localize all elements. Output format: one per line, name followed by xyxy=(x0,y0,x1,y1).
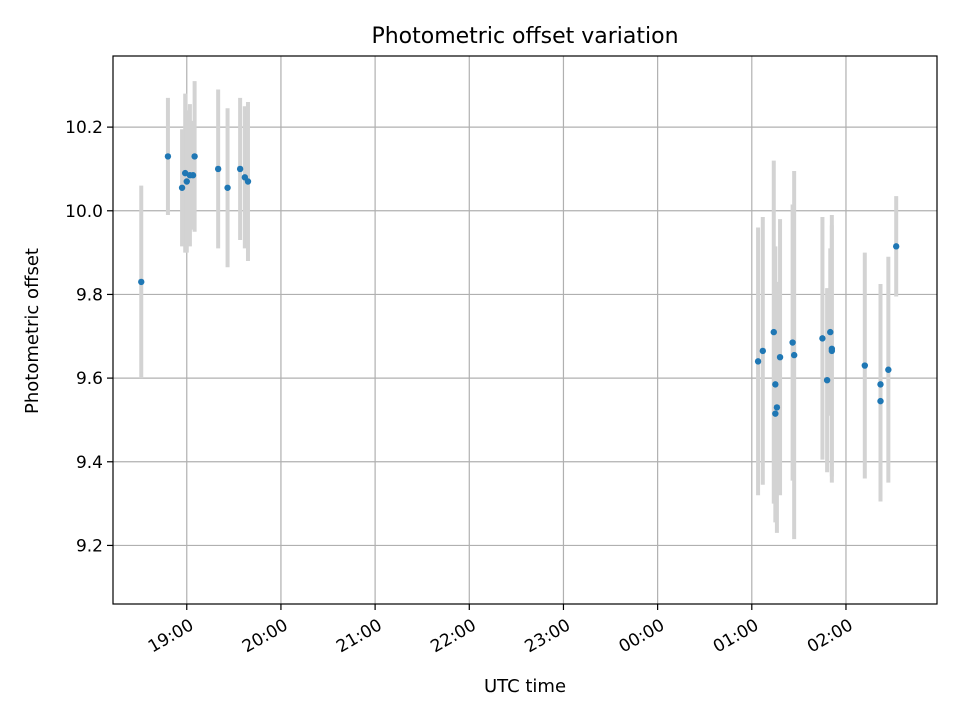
data-point xyxy=(789,339,796,346)
chart-title: Photometric offset variation xyxy=(371,24,678,49)
plot-frame xyxy=(112,55,938,605)
y-axis-label: Photometric offset xyxy=(22,248,43,414)
x-tick-label: 20:00 xyxy=(239,615,291,657)
x-axis-label: UTC time xyxy=(484,676,566,697)
data-point xyxy=(861,362,869,369)
data-point xyxy=(214,165,222,173)
y-tick-label: 9.8 xyxy=(76,285,103,305)
error-bars xyxy=(139,81,899,540)
x-tick-label: 21:00 xyxy=(333,615,385,657)
data-point xyxy=(885,366,892,373)
data-point xyxy=(138,278,145,286)
data-point xyxy=(773,404,781,411)
data-point xyxy=(776,353,784,361)
grid xyxy=(113,56,937,604)
data-point xyxy=(772,410,779,417)
y-tick-label: 10.0 xyxy=(65,202,103,222)
data-point xyxy=(244,178,252,185)
data-point xyxy=(819,335,826,342)
data-point xyxy=(178,184,186,191)
y-tick-label: 10.2 xyxy=(65,118,103,138)
data-point xyxy=(790,351,798,359)
x-tick-label: 23:00 xyxy=(522,615,574,657)
x-tick-label: 00:00 xyxy=(616,615,668,657)
data-point xyxy=(164,153,172,160)
data-point xyxy=(189,172,197,179)
y-tick-label: 9.4 xyxy=(76,453,103,473)
x-tick-label: 19:00 xyxy=(145,615,197,657)
data-point xyxy=(827,328,834,336)
y-tick-label: 9.6 xyxy=(76,369,103,389)
data-point xyxy=(772,381,779,388)
x-tick-label: 22:00 xyxy=(427,615,479,657)
data-point xyxy=(877,381,884,388)
data-point xyxy=(754,358,762,365)
data-point xyxy=(823,376,831,384)
data-point xyxy=(236,165,244,173)
data-point xyxy=(770,328,777,336)
y-tick-label: 9.2 xyxy=(76,536,103,556)
data-point xyxy=(828,347,836,355)
data-point xyxy=(191,153,198,160)
data-point xyxy=(183,178,190,185)
data-point xyxy=(224,184,231,191)
data-point xyxy=(892,243,900,250)
data-point xyxy=(877,397,884,405)
data-point xyxy=(759,347,766,355)
data-points xyxy=(138,153,900,417)
x-tick-label: 01:00 xyxy=(710,615,762,657)
x-tick-label: 02:00 xyxy=(804,615,856,657)
